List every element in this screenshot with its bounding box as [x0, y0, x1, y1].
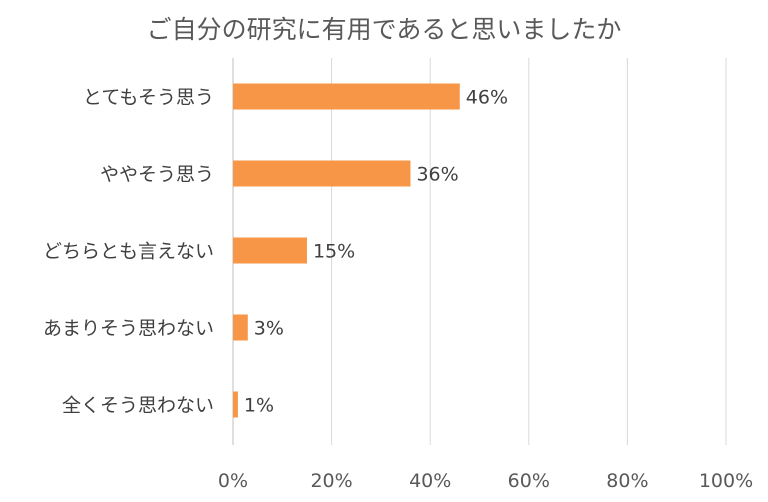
x-axis-ticks: 0% 20% 40% 60% 80% 100% [218, 470, 753, 492]
bars: 46% 36% 15% 3% 1% [233, 83, 508, 418]
data-label: 1% [244, 395, 274, 417]
bar [233, 160, 411, 187]
gridlines [232, 58, 727, 445]
data-label: 3% [254, 318, 284, 340]
bar [233, 237, 307, 264]
bar [233, 314, 248, 341]
category-label: あまりそう思わない [43, 318, 214, 340]
bar [233, 391, 238, 418]
category-label: 全くそう思わない [62, 395, 214, 417]
category-label: どちらとも言えない [43, 241, 214, 263]
x-tick-label: 80% [606, 470, 648, 492]
bar [233, 83, 460, 110]
data-label: 15% [313, 241, 355, 263]
category-label: ややそう思う [100, 164, 214, 186]
chart-title: ご自分の研究に有用であると思いましたか [147, 15, 622, 44]
x-tick-label: 60% [508, 470, 550, 492]
x-tick-label: 40% [409, 470, 451, 492]
x-tick-label: 100% [699, 470, 753, 492]
data-label: 46% [466, 87, 508, 109]
data-label: 36% [416, 164, 458, 186]
category-label: とてもそう思う [83, 87, 214, 109]
x-tick-label: 20% [310, 470, 352, 492]
x-tick-label: 0% [218, 470, 248, 492]
